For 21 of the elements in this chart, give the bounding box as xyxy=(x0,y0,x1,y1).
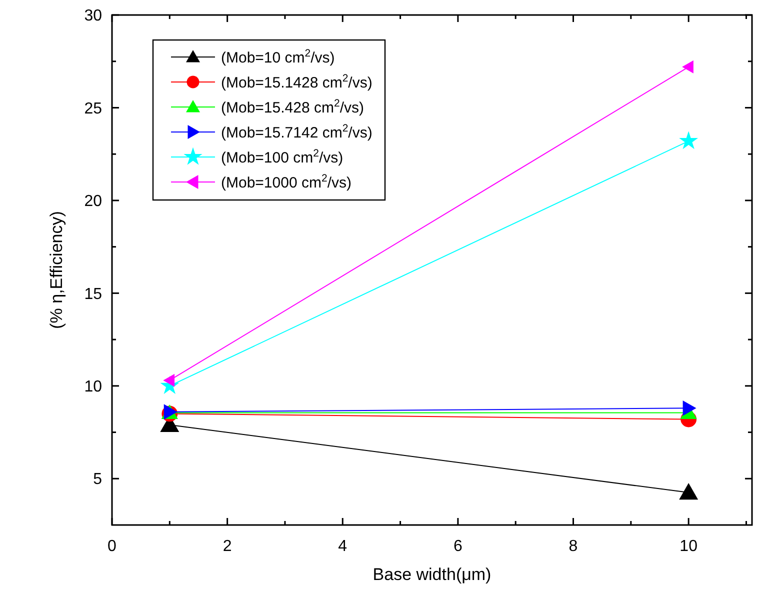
y-axis-title: (% η,Efficiency) xyxy=(47,211,66,329)
legend-label: (Mob=1000 cm$^{2}$/vs) xyxy=(221,172,352,192)
y-tick-label: 20 xyxy=(84,193,102,210)
y-tick-label: 10 xyxy=(84,378,102,396)
x-tick-label: 2 xyxy=(222,538,232,555)
x-tick-label: 0 xyxy=(108,538,117,555)
x-tick-label: 6 xyxy=(453,538,462,555)
legend-label: (Mob=100 cm$^{2}$/vs) xyxy=(221,147,344,166)
legend-label: (Mob=15.7142 cm$^{2}$/vs) xyxy=(221,122,372,142)
y-tick-label: 5 xyxy=(93,471,102,488)
y-tick-label: 30 xyxy=(84,8,102,25)
x-axis-title: Base width(μm) xyxy=(372,565,492,584)
x-tick-label: 10 xyxy=(680,538,698,555)
x-tick-label: 4 xyxy=(338,538,348,555)
x-tick-label: 8 xyxy=(568,538,578,555)
y-tick-label: 15 xyxy=(84,286,102,303)
y-tick-label: 25 xyxy=(84,100,102,118)
point xyxy=(679,131,698,150)
legend-label: (Mob=10 cm$^{2}$/vs) xyxy=(221,47,335,66)
legend-label: (Mob=15.1428 cm$^{2}$/vs) xyxy=(221,72,372,92)
legend-label: (Mob=15.428 cm$^{2}$/vs) xyxy=(221,97,364,116)
